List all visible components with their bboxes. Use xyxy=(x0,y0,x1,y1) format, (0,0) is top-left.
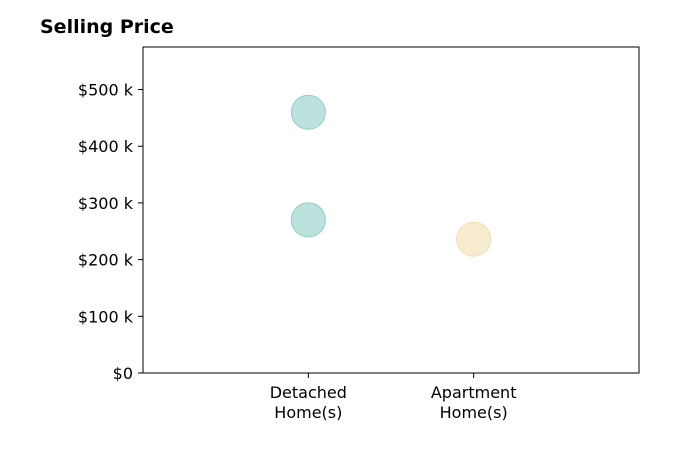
y-tick-label: $0 xyxy=(113,364,133,383)
y-tick-label: $300 k xyxy=(78,194,134,213)
data-point xyxy=(290,202,326,238)
y-tick-label: $100 k xyxy=(78,307,134,326)
data-point xyxy=(290,94,326,130)
y-tick-label: $400 k xyxy=(78,137,134,156)
y-tick-label: $200 k xyxy=(78,251,134,270)
x-tick-label: Apartment Home(s) xyxy=(431,383,517,422)
chart-title: Selling Price xyxy=(40,16,174,38)
plot-area-group: $0 $100 k $200 k $300 k $400 k $500 k Detached… xyxy=(78,46,640,422)
data-point xyxy=(456,221,492,257)
y-tick-label: $500 k xyxy=(78,81,134,100)
x-tick-label: Detached Home(s) xyxy=(270,383,347,422)
plot-frame xyxy=(142,46,640,374)
